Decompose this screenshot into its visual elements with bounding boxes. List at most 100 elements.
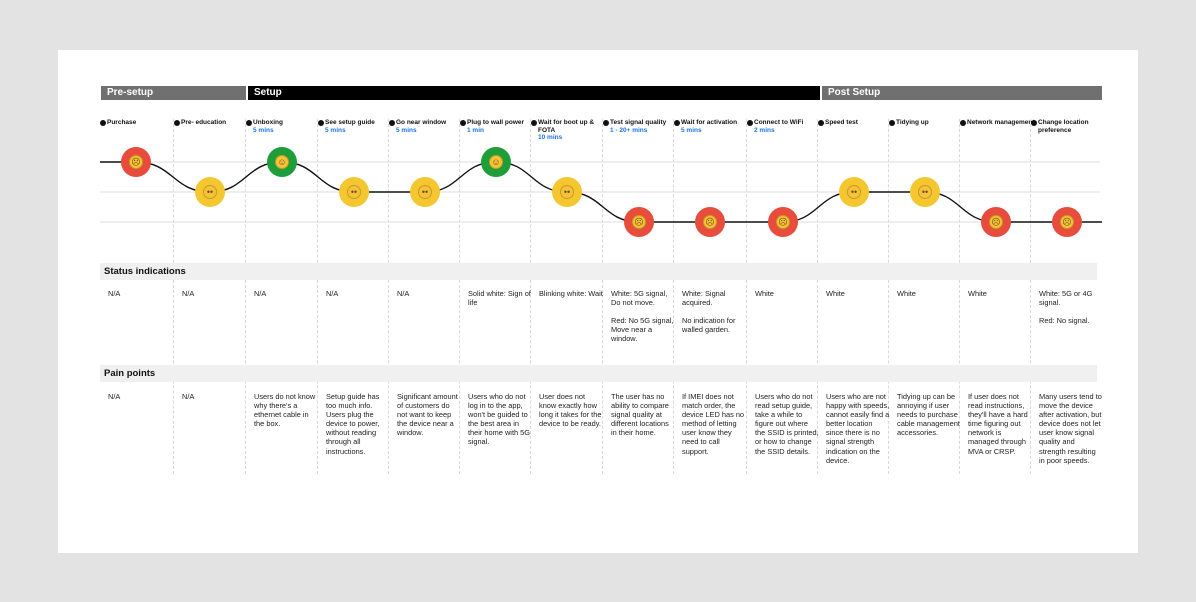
stage-title: Test signal quality bbox=[610, 119, 667, 126]
status-cell: Solid white: Sign of life bbox=[468, 289, 531, 308]
column-divider bbox=[602, 119, 603, 474]
stage-dot bbox=[818, 120, 824, 126]
pain-cell: Setup guide has too much info. Users plu… bbox=[326, 392, 380, 456]
pain-section-header: Pain points bbox=[100, 365, 1097, 382]
sad-face-icon: ☹ bbox=[981, 207, 1011, 237]
stage-title: Change location preference bbox=[1038, 119, 1089, 134]
face-glyph: ☺ bbox=[275, 155, 289, 169]
stage-4: See setup guide 5 mins bbox=[318, 119, 395, 134]
stage-duration: 2 mins bbox=[754, 126, 775, 134]
stage-10: Connect to WiFi 2 mins bbox=[747, 119, 824, 134]
stage-dot bbox=[246, 120, 252, 126]
stage-14: Change location preference bbox=[1031, 119, 1108, 134]
stage-title: Wait for activation bbox=[681, 119, 738, 126]
pain-cell: User does not know exactly how long it t… bbox=[539, 392, 602, 429]
status-cell: N/A bbox=[254, 289, 267, 298]
stage-title: Tidying up bbox=[896, 119, 929, 126]
pain-cell: N/A bbox=[108, 392, 121, 401]
pain-cell: Users who do not log in to the app, won'… bbox=[468, 392, 531, 447]
status-cell: White bbox=[755, 289, 774, 298]
status-cell: White bbox=[968, 289, 987, 298]
stage-3: Unboxing 5 mins bbox=[246, 119, 323, 134]
stage-duration: 10 mins bbox=[538, 134, 563, 141]
column-divider bbox=[459, 119, 460, 474]
stage-5: Go near window 5 mins bbox=[389, 119, 466, 134]
column-divider bbox=[817, 119, 818, 474]
column-divider bbox=[317, 119, 318, 474]
column-divider bbox=[746, 119, 747, 474]
face-glyph: ☹ bbox=[703, 215, 717, 229]
stage-dot bbox=[1031, 120, 1037, 126]
face-glyph: ☹ bbox=[129, 155, 143, 169]
phase-post-setup: Post Setup bbox=[822, 86, 1102, 100]
stage-duration: 5 mins bbox=[325, 126, 346, 134]
face-glyph: •• bbox=[560, 185, 574, 199]
stage-dot bbox=[674, 120, 680, 126]
pain-cell: The user has no ability to compare signa… bbox=[611, 392, 669, 438]
face-glyph: ☹ bbox=[776, 215, 790, 229]
pain-cell: Tidying up can be annoying if user needs… bbox=[897, 392, 960, 438]
status-cell: White: 5G or 4G signal. Red: No signal. bbox=[1039, 289, 1093, 326]
stage-dot bbox=[889, 120, 895, 126]
stage-duration: 5 mins bbox=[681, 126, 702, 134]
stage-title: Plug to wall power bbox=[467, 119, 525, 126]
face-glyph: ☹ bbox=[632, 215, 646, 229]
happy-face-icon: ☺ bbox=[267, 147, 297, 177]
stage-title: Purchase bbox=[107, 119, 137, 126]
stage-title: Go near window bbox=[396, 119, 447, 126]
pain-cell: Users who do not read setup guide, take … bbox=[755, 392, 819, 456]
stage-13: Network management bbox=[960, 119, 1037, 127]
pain-cell: N/A bbox=[182, 392, 195, 401]
pain-cell: Users who are not happy with speeds, can… bbox=[826, 392, 890, 465]
face-glyph: •• bbox=[347, 185, 361, 199]
phase-pre-setup: Pre-setup bbox=[101, 86, 246, 100]
stage-8: Test signal quality 1 - 20+ mins bbox=[603, 119, 680, 134]
sad-face-icon: ☹ bbox=[121, 147, 151, 177]
neutral-face-icon: •• bbox=[910, 177, 940, 207]
column-divider bbox=[245, 119, 246, 474]
status-cell: White bbox=[897, 289, 916, 298]
sad-face-icon: ☹ bbox=[768, 207, 798, 237]
stage-dot bbox=[318, 120, 324, 126]
status-cell: N/A bbox=[397, 289, 410, 298]
phase-setup: Setup bbox=[248, 86, 820, 100]
pain-cell: Users do not know why there's a ethernet… bbox=[254, 392, 316, 429]
stage-9: Wait for activation 5 mins bbox=[674, 119, 751, 134]
column-divider bbox=[959, 119, 960, 474]
stage-duration: 5 mins bbox=[253, 126, 274, 134]
pain-cell: Many users tend to move the device after… bbox=[1039, 392, 1102, 465]
status-cell: Blinking white: Wait bbox=[539, 289, 603, 298]
pain-cell: Significant amount of customers do not w… bbox=[397, 392, 458, 438]
stage-title: Speed test bbox=[825, 119, 858, 126]
face-glyph: •• bbox=[418, 185, 432, 199]
sad-face-icon: ☹ bbox=[624, 207, 654, 237]
column-divider bbox=[388, 119, 389, 474]
neutral-face-icon: •• bbox=[552, 177, 582, 207]
status-cell: N/A bbox=[108, 289, 121, 298]
face-glyph: •• bbox=[918, 185, 932, 199]
neutral-face-icon: •• bbox=[339, 177, 369, 207]
stage-title: Network management bbox=[967, 119, 1035, 126]
stage-7: Wait for boot up & FOTA 10 mins bbox=[531, 119, 608, 142]
column-divider bbox=[530, 119, 531, 474]
face-glyph: •• bbox=[203, 185, 217, 199]
sad-face-icon: ☹ bbox=[1052, 207, 1082, 237]
stage-dot bbox=[100, 120, 106, 126]
face-glyph: ☺ bbox=[489, 155, 503, 169]
sad-face-icon: ☹ bbox=[695, 207, 725, 237]
face-glyph: ☹ bbox=[1060, 215, 1074, 229]
column-divider bbox=[1030, 119, 1031, 474]
column-divider bbox=[673, 119, 674, 474]
stage-1: Purchase bbox=[100, 119, 177, 127]
stage-duration: 1 min bbox=[467, 126, 484, 134]
pain-cell: If user does not read instructions, they… bbox=[968, 392, 1028, 456]
stage-title: Connect to WiFi bbox=[754, 119, 804, 126]
stage-dot bbox=[174, 120, 180, 126]
stage-dot bbox=[960, 120, 966, 126]
stage-2: Pre- education bbox=[174, 119, 251, 127]
status-cell: White bbox=[826, 289, 845, 298]
neutral-face-icon: •• bbox=[410, 177, 440, 207]
journey-map-card bbox=[58, 50, 1138, 553]
stage-title: Unboxing bbox=[253, 119, 283, 126]
